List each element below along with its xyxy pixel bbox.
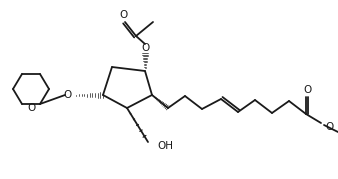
Text: O: O xyxy=(142,43,150,53)
Text: O: O xyxy=(325,122,333,132)
Text: O: O xyxy=(303,85,311,95)
Text: OH: OH xyxy=(157,141,173,151)
Text: O: O xyxy=(64,90,72,100)
Text: O: O xyxy=(119,10,127,20)
Text: O: O xyxy=(27,103,35,113)
